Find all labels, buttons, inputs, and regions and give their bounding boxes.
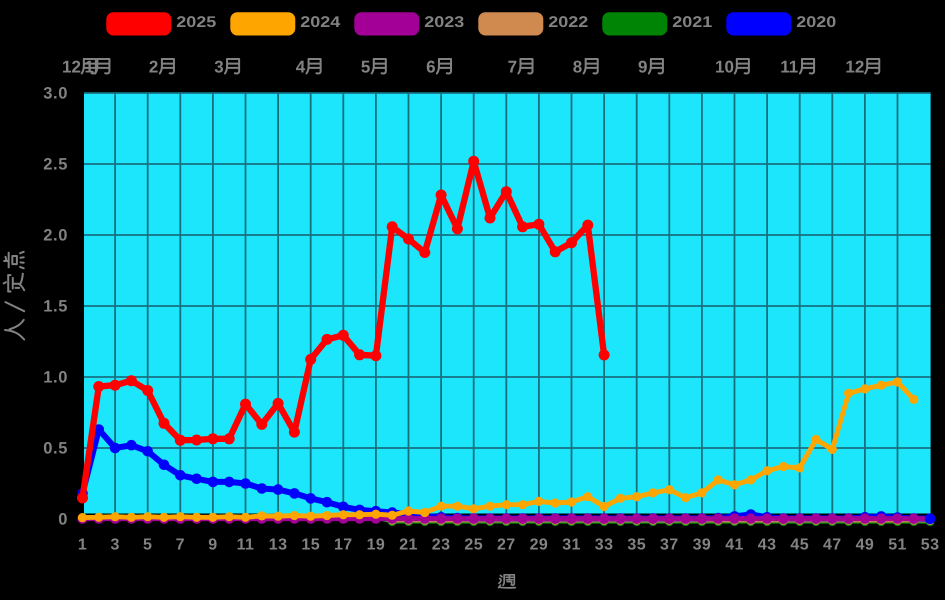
svg-text:47: 47 xyxy=(823,537,842,554)
svg-text:39: 39 xyxy=(693,537,712,554)
svg-text:2: 2 xyxy=(149,58,158,77)
svg-text:1.5: 1.5 xyxy=(43,298,68,316)
svg-text:41: 41 xyxy=(725,537,744,554)
svg-text:2.5: 2.5 xyxy=(43,156,68,174)
svg-text:2020: 2020 xyxy=(796,14,836,31)
svg-text:43: 43 xyxy=(758,537,777,554)
svg-text:2023: 2023 xyxy=(424,14,464,31)
svg-text:8: 8 xyxy=(573,58,582,77)
svg-text:17: 17 xyxy=(334,537,353,554)
svg-text:2025: 2025 xyxy=(176,14,216,31)
svg-text:45: 45 xyxy=(790,537,809,554)
svg-text:37: 37 xyxy=(660,537,679,554)
svg-text:25: 25 xyxy=(464,537,483,554)
svg-text:2022: 2022 xyxy=(548,14,588,31)
svg-text:11: 11 xyxy=(237,537,255,554)
svg-text:3.0: 3.0 xyxy=(43,85,68,103)
svg-text:3: 3 xyxy=(110,537,119,554)
svg-text:11: 11 xyxy=(780,58,798,77)
svg-text:13: 13 xyxy=(269,537,288,554)
svg-text:2024: 2024 xyxy=(300,14,340,31)
svg-text:9: 9 xyxy=(638,58,647,77)
svg-text:35: 35 xyxy=(627,537,646,554)
svg-text:2021: 2021 xyxy=(672,14,712,31)
svg-text:29: 29 xyxy=(530,537,549,554)
svg-text:2.0: 2.0 xyxy=(43,227,68,245)
svg-text:1: 1 xyxy=(85,58,94,77)
svg-text:53: 53 xyxy=(921,537,940,554)
svg-text:6: 6 xyxy=(426,58,435,77)
svg-text:31: 31 xyxy=(562,537,581,554)
svg-text:0.5: 0.5 xyxy=(43,440,68,458)
svg-text:27: 27 xyxy=(497,537,516,554)
svg-text:12: 12 xyxy=(845,58,864,77)
svg-text:33: 33 xyxy=(595,537,614,554)
svg-text:21: 21 xyxy=(399,537,418,554)
svg-text:15: 15 xyxy=(301,537,320,554)
svg-text:12: 12 xyxy=(62,58,81,77)
svg-text:19: 19 xyxy=(367,537,386,554)
svg-text:3: 3 xyxy=(214,58,223,77)
svg-text:9: 9 xyxy=(208,537,217,554)
svg-text:49: 49 xyxy=(856,537,875,554)
svg-text:23: 23 xyxy=(432,537,451,554)
svg-text:51: 51 xyxy=(888,537,907,554)
svg-text:4: 4 xyxy=(296,58,306,77)
svg-text:10: 10 xyxy=(715,58,734,77)
svg-text:7: 7 xyxy=(176,537,185,554)
svg-text:0: 0 xyxy=(58,511,68,529)
svg-text:1.0: 1.0 xyxy=(43,369,68,387)
svg-text:5: 5 xyxy=(361,58,370,77)
svg-text:5: 5 xyxy=(143,537,152,554)
svg-text:7: 7 xyxy=(508,58,517,77)
svg-text:1: 1 xyxy=(78,537,87,554)
